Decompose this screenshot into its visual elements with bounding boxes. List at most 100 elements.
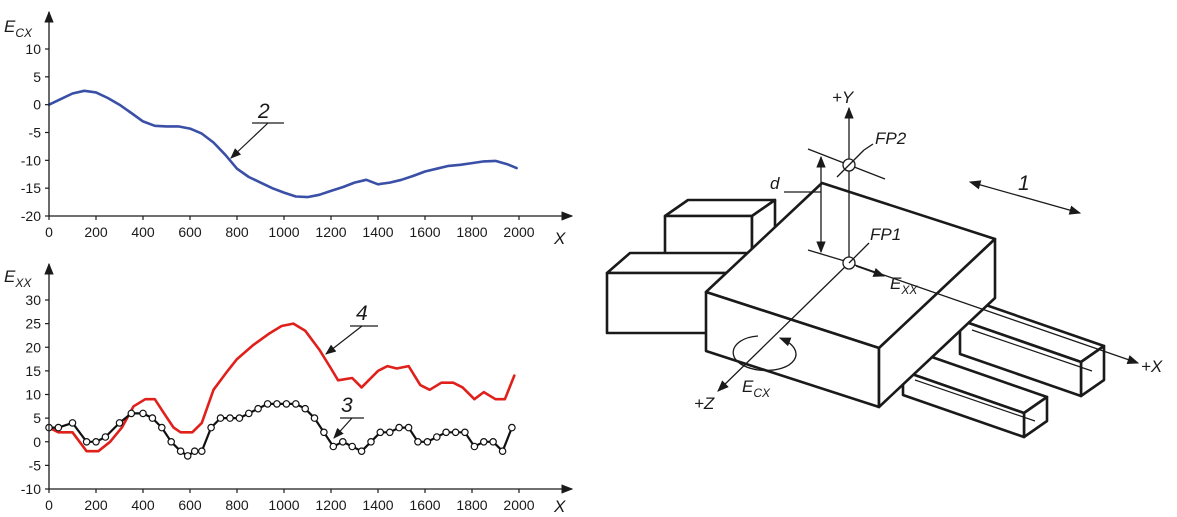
series-3-point — [338, 437, 347, 446]
series-3-point — [245, 409, 253, 418]
series-3-point — [479, 437, 488, 446]
callout-2-leader — [230, 122, 269, 159]
isometric-diagram — [605, 181, 1106, 439]
ecx-x-tick-label: 400 — [131, 224, 155, 240]
exx-y-tick-label: 15 — [25, 363, 41, 379]
exx-x-axis-label: X — [553, 497, 566, 516]
exx-arrow — [855, 265, 886, 277]
callout-4: 4 — [325, 302, 378, 355]
ecx-label-base: E — [742, 377, 754, 396]
ecx-y-tick-label: 10 — [25, 41, 41, 57]
ecx-y-tick-label: -10 — [21, 152, 41, 168]
exx-y-tick-label: -10 — [21, 481, 41, 497]
ecx-y-tick-label: -15 — [21, 180, 41, 196]
series-3-point — [329, 442, 338, 451]
d-label: d — [770, 174, 780, 193]
exx-label-sub: XX — [900, 283, 918, 297]
callout-3-leader — [333, 417, 353, 439]
x-axis-arrow — [848, 262, 1140, 364]
ecx-x-axis-label: X — [553, 229, 566, 248]
series-3-point — [442, 428, 450, 437]
series-3-point — [489, 437, 497, 446]
series-3-point — [190, 447, 199, 456]
series-3-point — [183, 452, 192, 460]
ecx-y-label-base: E — [4, 17, 16, 36]
exx-y-ticks: -10 -5 0 5 10 15 20 25 30 — [21, 292, 49, 497]
exx-x-tick-label: 0 — [45, 497, 53, 513]
series-3-point — [320, 428, 328, 437]
exx-y-tick-label: 30 — [25, 292, 41, 308]
callout-4-leader — [325, 325, 363, 355]
series-3-point — [404, 423, 413, 432]
ecx-label: ECX — [742, 377, 771, 400]
series-3-point — [508, 423, 516, 432]
fp1-label: FP1 — [870, 225, 901, 244]
series-3-point — [301, 404, 310, 413]
callout-2: 2 — [230, 100, 284, 159]
series-3-point — [167, 437, 176, 446]
series-3-point — [148, 414, 157, 422]
ecx-y-label-sub: CX — [15, 26, 33, 40]
ecx-x-tick-label: 0 — [45, 224, 53, 240]
fp2-leader — [863, 143, 874, 151]
ecx-x-tick-label: 1000 — [268, 224, 299, 240]
movement-double-arrow — [968, 180, 1082, 215]
series-3-point — [385, 428, 394, 437]
series-3-point — [82, 437, 91, 446]
diagram-labels: +Y +X +Z FP2 FP1 d EXX ECX 1 — [694, 88, 1163, 413]
x-axis-label: +X — [1141, 357, 1163, 376]
series-3-point — [101, 433, 110, 441]
item-1-label: 1 — [1018, 172, 1030, 195]
series-3-point — [423, 437, 432, 446]
exx-x-tick-label: 200 — [84, 497, 108, 513]
exx-y-tick-label: 10 — [25, 387, 41, 403]
ecx-label-sub: CX — [753, 386, 771, 400]
series-3-point — [254, 404, 262, 413]
series-3-point — [216, 414, 225, 422]
exx-label: EXX — [890, 274, 918, 297]
ecx-x-tick-label: 1800 — [456, 224, 487, 240]
series-3-point — [273, 400, 281, 408]
series-3-point — [395, 423, 403, 432]
series-3-point — [376, 428, 385, 437]
series-3-point — [367, 437, 375, 446]
callout-3-label: 3 — [341, 394, 353, 417]
exx-x-tick-label: 1200 — [315, 497, 346, 513]
ecx-x-tick-label: 1600 — [409, 224, 440, 240]
series-3-point — [348, 442, 357, 451]
exx-x-ticks: 0 200 400 600 800 1000 1200 1400 1600 1800 2000 — [45, 489, 535, 513]
fp2-cross — [836, 149, 865, 178]
ecx-series — [47, 89, 518, 199]
exx-y-label-base: E — [4, 267, 16, 286]
series-3-point — [414, 437, 422, 446]
exx-x-tick-label: 1000 — [268, 497, 299, 513]
callout-3: 3 — [333, 394, 364, 439]
exx-x-tick-label: 1600 — [409, 497, 440, 513]
z-axis-label: +Z — [694, 394, 715, 413]
d-ref-line-bottom — [807, 249, 849, 263]
exx-x-tick-label: 2000 — [503, 497, 534, 513]
series-3-point — [158, 423, 166, 432]
series-2-line — [47, 89, 518, 199]
series-3-point — [432, 433, 441, 441]
ecx-x-tick-label: 800 — [225, 224, 249, 240]
exx-x-tick-label: 1400 — [362, 497, 393, 513]
series-3-point — [282, 400, 291, 408]
series-3-point — [127, 409, 136, 418]
ecx-y-ticks: -20 -15 -10 -5 0 5 10 — [21, 41, 49, 224]
series-3-point — [176, 447, 185, 456]
exx-y-tick-label: 0 — [33, 434, 41, 450]
exx-label-base: E — [890, 274, 902, 293]
ecx-x-tick-label: 1400 — [362, 224, 393, 240]
exx-y-label-sub: XX — [14, 276, 32, 290]
series-3-point — [263, 400, 272, 408]
exx-x-tick-label: 600 — [178, 497, 202, 513]
series-3-point — [470, 442, 479, 451]
exx-y-tick-label: 25 — [25, 316, 41, 332]
ecx-chart: ECX X -20 -15 -10 -5 0 5 10 0 200 400 600 800 1000 1… — [4, 10, 574, 248]
ecx-y-axis-label: ECX — [4, 17, 33, 40]
series-3-point — [139, 409, 147, 418]
series-3-point — [461, 428, 469, 437]
ecx-x-ticks: 0 200 400 600 800 1000 1200 1400 1600 1800 2000 — [45, 216, 535, 240]
exx-series — [45, 322, 516, 460]
